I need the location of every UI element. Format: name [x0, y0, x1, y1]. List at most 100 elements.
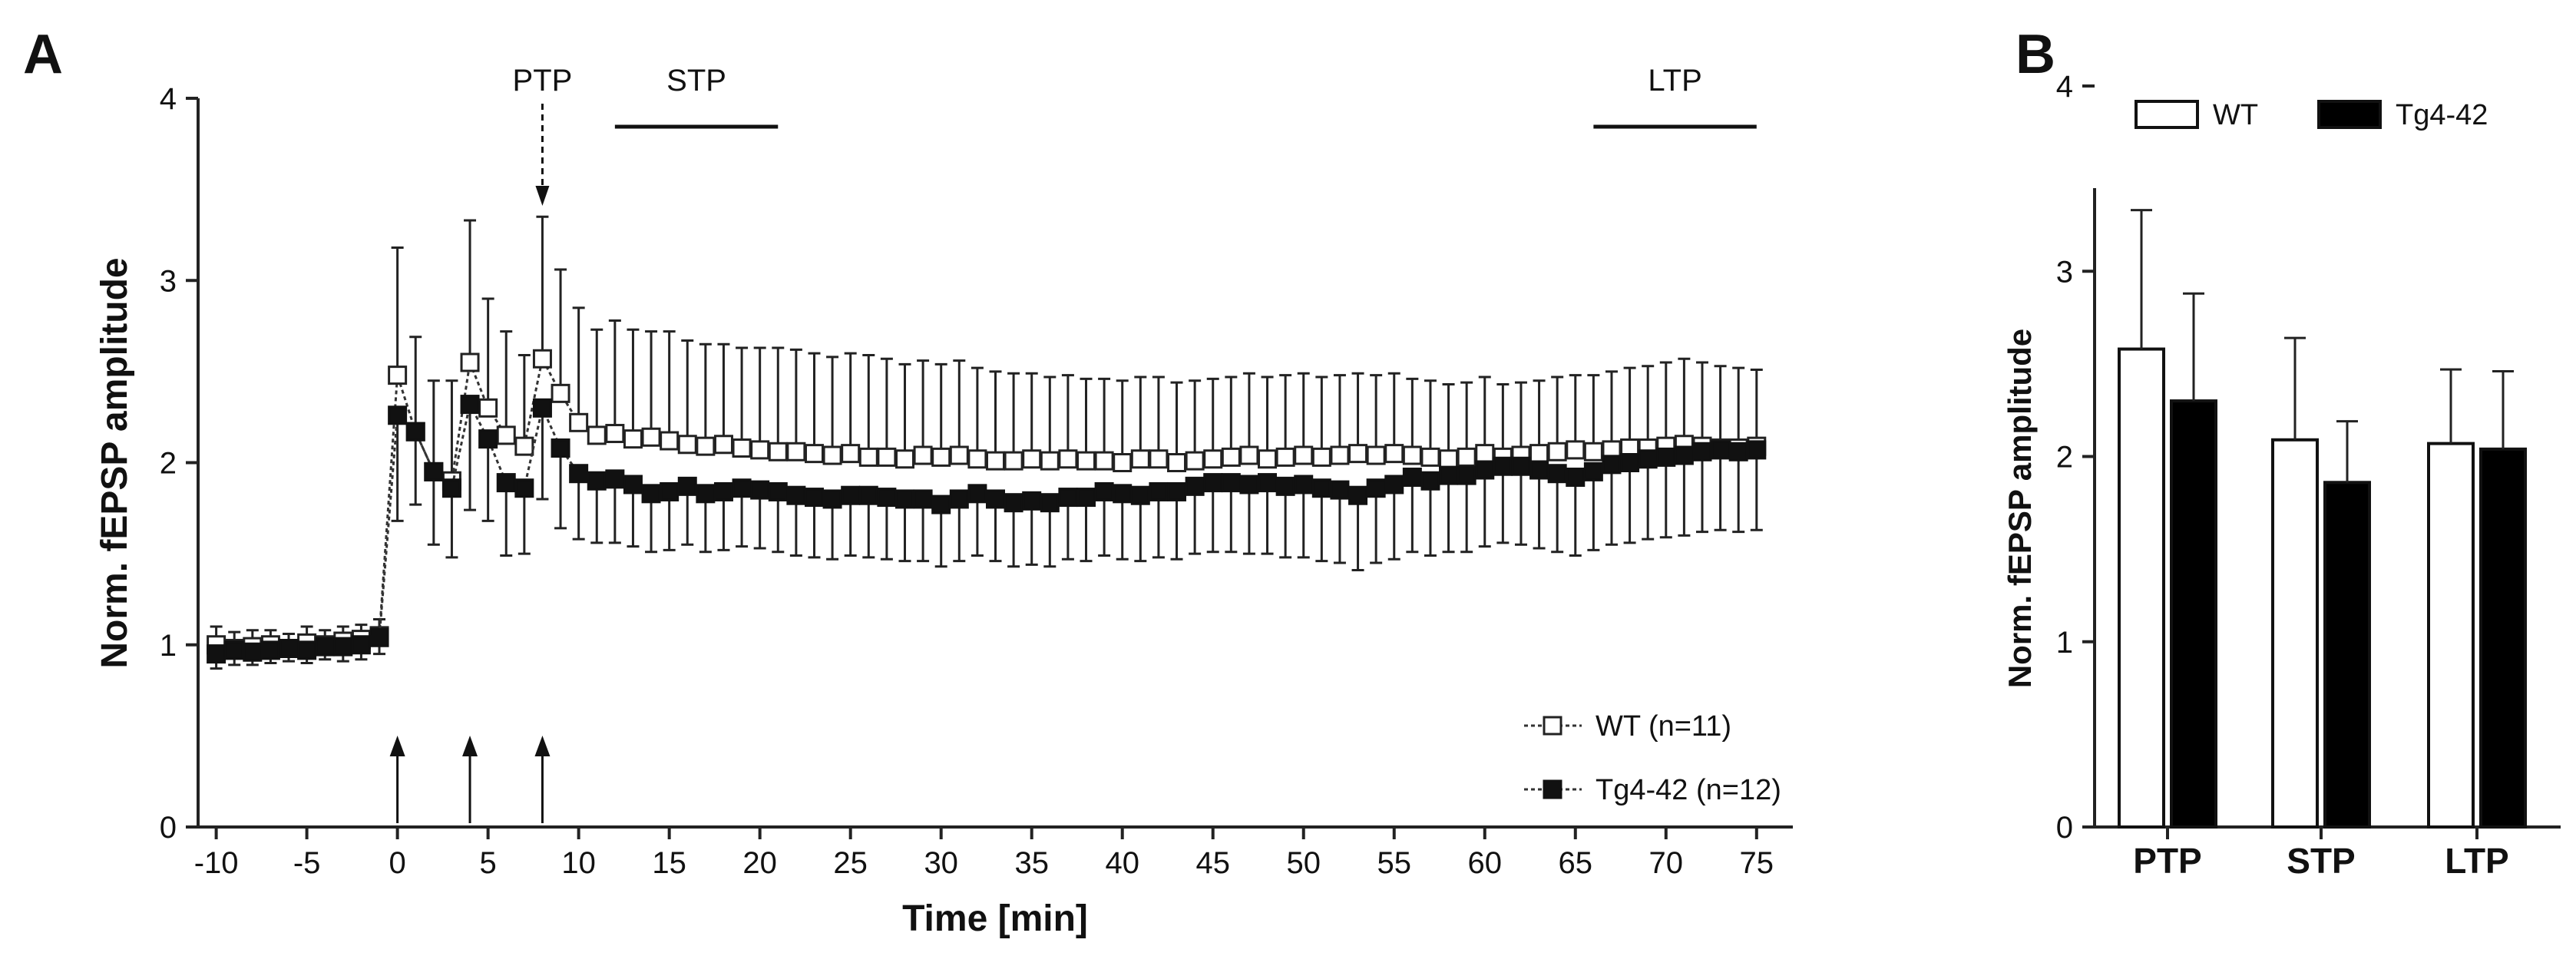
data-point — [1294, 475, 1314, 495]
data-point — [804, 444, 824, 464]
data-point — [1457, 465, 1476, 485]
y-axis-label-b: Norm. fEPSP amplitude — [2002, 329, 2038, 688]
data-point — [1330, 445, 1350, 465]
y-tick-label-a: 0 — [160, 811, 177, 845]
x-tick-label-a: -5 — [293, 846, 321, 880]
data-point — [1566, 440, 1586, 460]
data-point — [587, 471, 607, 491]
bar-tg4-42 — [2479, 447, 2527, 829]
data-point — [1203, 449, 1223, 469]
data-point — [496, 473, 516, 493]
data-point — [605, 469, 625, 489]
data-point — [279, 638, 299, 658]
bar-wt — [2271, 438, 2319, 829]
data-point — [1511, 456, 1531, 476]
data-point — [351, 635, 371, 655]
data-point — [1040, 451, 1060, 471]
data-point — [1583, 461, 1603, 481]
data-point — [1094, 451, 1114, 471]
stimulus-arrow-head — [462, 736, 478, 756]
legend-a: WT (n=11) Tg4-42 (n=12) — [1524, 710, 1781, 806]
data-point — [1583, 442, 1603, 461]
data-point — [1076, 451, 1096, 471]
category-label: LTP — [2445, 841, 2508, 881]
data-point — [858, 485, 878, 505]
data-point — [1275, 447, 1295, 467]
data-point — [1058, 488, 1078, 508]
x-tick-label-a: -10 — [194, 846, 239, 880]
data-point — [894, 489, 914, 509]
data-point — [786, 485, 806, 505]
data-point — [514, 478, 534, 498]
data-point — [1348, 485, 1368, 505]
data-point — [333, 637, 353, 657]
data-point — [260, 640, 280, 660]
data-point — [388, 405, 408, 425]
data-point — [1457, 447, 1476, 467]
data-point — [877, 447, 897, 467]
x-tick-label-a: 40 — [1105, 846, 1139, 880]
data-point — [496, 425, 516, 445]
data-point — [732, 438, 752, 458]
series-line — [216, 401, 1757, 656]
series-a — [207, 215, 1767, 670]
data-point — [804, 488, 824, 508]
legend-marker-wt — [1543, 716, 1562, 736]
data-point — [460, 395, 480, 415]
data-point — [696, 484, 716, 504]
ptp-dashed-arrow — [535, 104, 550, 206]
x-tick-label-a: 30 — [924, 846, 958, 880]
series-wt — [207, 215, 1767, 658]
data-point — [696, 436, 716, 456]
data-point — [514, 436, 534, 456]
data-point — [949, 445, 969, 465]
data-point — [1638, 449, 1658, 469]
ptp-label: PTP — [513, 64, 573, 98]
data-point — [243, 642, 263, 662]
data-point — [1239, 445, 1259, 465]
data-point — [822, 489, 842, 509]
series-tg4-42 — [207, 395, 1767, 670]
stp-label: STP — [666, 64, 726, 98]
legend-b-text-tg: Tg4-42 — [2396, 99, 2488, 131]
data-point — [1402, 445, 1422, 465]
data-point — [460, 352, 480, 372]
stimulus-arrow-head — [389, 736, 405, 756]
data-point — [1692, 442, 1712, 461]
x-tick-label-a: 75 — [1740, 846, 1774, 880]
data-point — [858, 447, 878, 467]
data-point — [1330, 480, 1350, 500]
data-point — [1384, 444, 1404, 464]
data-point — [1747, 440, 1767, 460]
data-point — [1022, 449, 1042, 469]
data-point — [1113, 453, 1133, 472]
y-tick-label-b: 0 — [2056, 811, 2073, 845]
data-point — [1185, 476, 1205, 496]
data-point — [1529, 444, 1549, 464]
ltp-label: LTP — [1648, 64, 1701, 98]
data-point — [1547, 464, 1567, 484]
data-point — [1384, 475, 1404, 495]
x-tick-label-a: 55 — [1377, 846, 1412, 880]
data-point — [1547, 442, 1567, 461]
data-point — [569, 464, 589, 484]
y-tick-label-a: 1 — [160, 629, 177, 663]
y-tick-label-b: 1 — [2056, 626, 2073, 660]
data-point — [1420, 447, 1440, 467]
data-point — [1475, 460, 1495, 480]
data-point — [713, 481, 733, 501]
data-point — [1040, 493, 1060, 513]
data-point — [388, 366, 408, 385]
data-point — [297, 640, 317, 660]
data-point — [660, 431, 680, 451]
y-tick-label-b: 2 — [2056, 441, 2073, 475]
data-point — [1602, 455, 1622, 475]
data-point — [1711, 440, 1731, 460]
data-point — [1258, 449, 1278, 469]
data-point — [623, 429, 643, 449]
bar-tg4-42 — [2323, 481, 2371, 829]
legend-swatch-tg — [2317, 100, 2382, 129]
x-ticks-a: -10 -5 0 5 10 15 20 25 30 35 40 45 50 55 60 65 70 75 — [194, 827, 1774, 880]
data-point — [786, 442, 806, 461]
data-point — [405, 422, 425, 442]
